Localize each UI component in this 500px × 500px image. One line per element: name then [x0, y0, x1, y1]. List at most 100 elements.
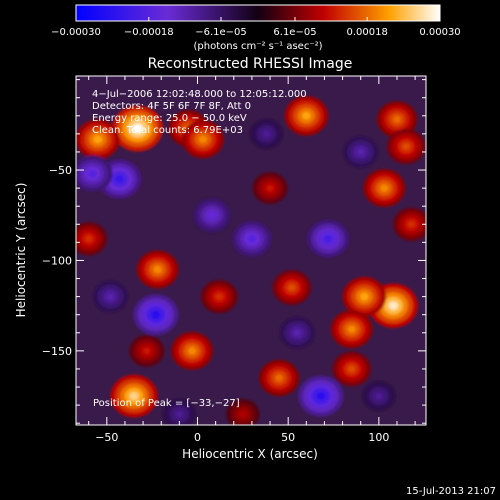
source-blob	[231, 220, 272, 257]
source-blob	[342, 276, 387, 317]
source-blob	[393, 207, 426, 241]
source-ring	[115, 175, 124, 184]
source-ring	[88, 170, 97, 178]
x-tick-label: 0	[194, 431, 201, 444]
source-ring	[287, 284, 296, 292]
source-blob	[182, 120, 224, 159]
source-ring	[153, 265, 162, 274]
source-ring	[375, 393, 383, 400]
source-ring	[93, 135, 103, 144]
source-ring	[316, 391, 326, 401]
source-ring	[392, 115, 401, 124]
source-ring	[247, 235, 256, 243]
x-axis-label: Heliocentric X (arcsec)	[182, 447, 318, 461]
source-ring	[359, 292, 369, 301]
source-blob	[330, 310, 373, 349]
source-blob	[362, 381, 396, 412]
axis-ticks: −50 0 50 100 −50 −100 −150	[42, 76, 426, 444]
source-ring	[301, 111, 311, 120]
colorbar-tick-label: −0.00018	[124, 27, 174, 38]
source-ring	[293, 329, 301, 336]
source-blob	[259, 359, 300, 397]
x-tick-label: 50	[281, 431, 295, 444]
source-ring	[388, 301, 399, 311]
source-blob	[279, 316, 315, 349]
colorbar-ticks: −0.00030 −0.00018 −6.1e−05 6.1e−05 0.00018 0.…	[51, 17, 461, 38]
source-blob	[110, 374, 158, 418]
source-blob	[284, 95, 329, 136]
source-blob	[386, 129, 426, 164]
source-ring	[347, 325, 356, 333]
source-blob	[136, 250, 179, 289]
source-blob	[162, 399, 196, 425]
source-blob	[192, 197, 232, 233]
colorbar-unit-label: (photons cm⁻² s⁻¹ asec⁻²)	[193, 41, 322, 52]
colorbar-tick-label: 0.00018	[347, 27, 388, 38]
source-ring	[402, 143, 410, 151]
source-blob	[368, 283, 418, 328]
colorbar: −0.00030 −0.00018 −6.1e−05 6.1e−05 0.00018 0.…	[51, 4, 461, 52]
source-blob	[376, 101, 418, 138]
source-blob	[129, 335, 165, 367]
x-tick-label: 100	[368, 431, 389, 444]
annotation-energy-range: Energy range: 25.0 − 50.0 keV	[92, 113, 247, 124]
x-tick-label: −50	[95, 431, 118, 444]
source-ring	[143, 347, 151, 355]
source-ring	[151, 310, 161, 319]
source-ring	[176, 411, 183, 418]
y-tick-label: −100	[42, 254, 72, 267]
source-ring	[132, 123, 143, 134]
annotation-time-range: 4−Jul−2006 12:02:48.000 to 12:05:12.000	[92, 89, 307, 100]
source-ring	[263, 130, 270, 137]
source-blob	[343, 136, 379, 168]
chart-title: Reconstructed RHESSI Image	[148, 56, 353, 72]
source-blob	[201, 280, 238, 314]
source-blob	[307, 219, 349, 258]
y-tick-label: −150	[42, 345, 72, 358]
y-tick-label: −50	[49, 164, 72, 177]
source-blob	[272, 270, 311, 305]
source-ring	[275, 374, 284, 382]
source-ring	[407, 220, 416, 228]
source-ring	[357, 148, 365, 156]
source-blob	[363, 169, 406, 208]
source-blob	[112, 105, 163, 152]
colorbar-frame	[75, 4, 441, 22]
source-ring	[106, 293, 114, 300]
source-blob	[332, 351, 371, 387]
source-blob	[171, 331, 213, 370]
source-ring	[239, 411, 247, 418]
source-blob	[76, 222, 107, 256]
source-blob	[76, 119, 120, 160]
source-ring	[347, 365, 356, 373]
source-blob	[93, 280, 128, 313]
source-blob	[249, 118, 283, 149]
annotation-total-counts: Clean. Total counts: 6.79E+03	[92, 125, 243, 136]
source-ring	[208, 211, 216, 219]
source-blob	[298, 375, 344, 417]
colorbar-tick-label: −0.00030	[51, 27, 101, 38]
footer-timestamp: 15-Jul-2013 21:07	[406, 486, 496, 497]
annotation-detectors: Detectors: 4F 5F 6F 7F 8F, Att 0	[92, 101, 251, 112]
source-blob	[76, 155, 113, 192]
source-ring	[198, 135, 208, 144]
observation-annotations: 4−Jul−2006 12:02:48.000 to 12:05:12.000 …	[92, 89, 307, 136]
source-ring	[323, 234, 333, 243]
source-ring	[215, 293, 223, 300]
y-axis-label: Heliocentric Y (arcsec)	[14, 183, 28, 318]
plot-frame	[75, 75, 427, 426]
colorbar-tick-label: 6.1e−05	[273, 27, 316, 38]
colorbar-gradient	[76, 5, 440, 21]
image-area	[76, 76, 426, 425]
source-blob	[226, 399, 260, 425]
image-sources	[76, 95, 426, 425]
source-ring	[380, 184, 389, 192]
source-ring	[129, 391, 139, 401]
colorbar-tick-label: −6.1e−05	[195, 27, 247, 38]
source-ring	[85, 235, 93, 243]
colorbar-tick-label: 0.00030	[419, 27, 460, 38]
source-ring	[266, 184, 274, 192]
source-ring	[187, 347, 197, 355]
peak-position-label: Position of Peak = [−33,−27]	[93, 398, 240, 409]
